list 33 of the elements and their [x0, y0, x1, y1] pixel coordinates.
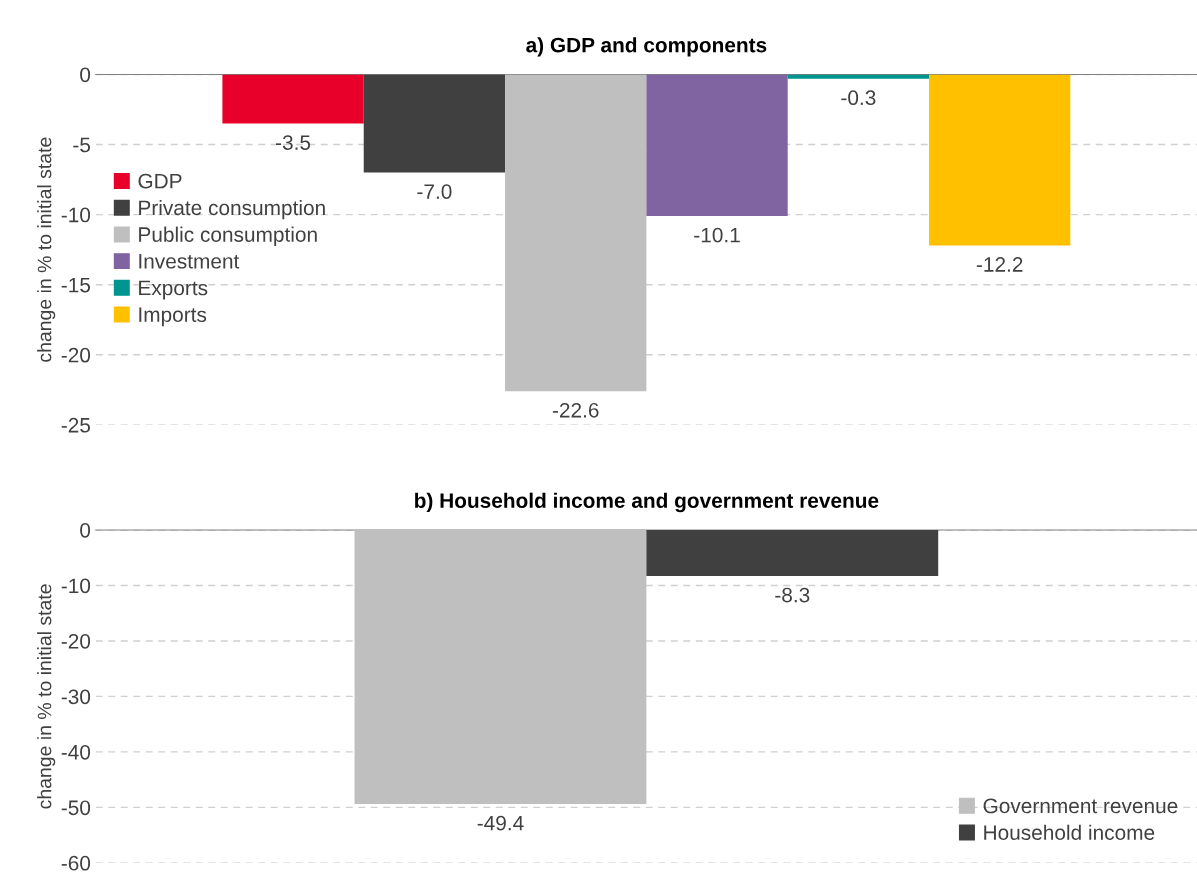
legend-label: GDP [138, 173, 182, 189]
legend-label: Exports [139, 280, 208, 300]
data-label: -22.6 [552, 402, 599, 418]
y-axis-title: change in % to initial state [37, 584, 56, 809]
chart-title: a) GDP and components [526, 37, 767, 57]
y-tick-label: -40 [61, 744, 91, 760]
y-tick-label: -10 [61, 207, 91, 223]
data-label: -10.1 [694, 227, 740, 243]
y-tick-label: 0 [80, 522, 91, 538]
y-tick-label: -20 [61, 633, 91, 649]
y-tick-label: -15 [61, 277, 91, 293]
data-label: -0.3 [841, 90, 876, 106]
legend-label: Private consumption [139, 199, 325, 220]
y-tick-label: -25 [61, 417, 91, 433]
data-label: -3.5 [276, 135, 311, 150]
legend-label: Household income [984, 824, 1155, 840]
legend-label: Public consumption [139, 226, 317, 247]
chart-title: b) Household income and government revenue [415, 492, 879, 513]
y-tick-label: -30 [61, 689, 91, 705]
data-label: -8.3 [775, 587, 810, 603]
data-label: -7.0 [417, 184, 452, 199]
y-tick-label: -5 [73, 137, 91, 153]
y-tick-label: -10 [61, 578, 91, 594]
data-label: -12.2 [976, 257, 1023, 272]
legend-label: Imports [139, 307, 207, 327]
y-tick-label: 0 [80, 67, 91, 83]
y-tick-label: -50 [61, 800, 91, 816]
data-label: -49.4 [477, 815, 524, 831]
legend-label: Investment [139, 254, 240, 269]
y-tick-label: -20 [61, 347, 91, 363]
legend-label: Government revenue [983, 798, 1178, 814]
y-tick-label: -60 [61, 855, 91, 871]
y-axis-title: change in % to initial state [37, 137, 56, 362]
